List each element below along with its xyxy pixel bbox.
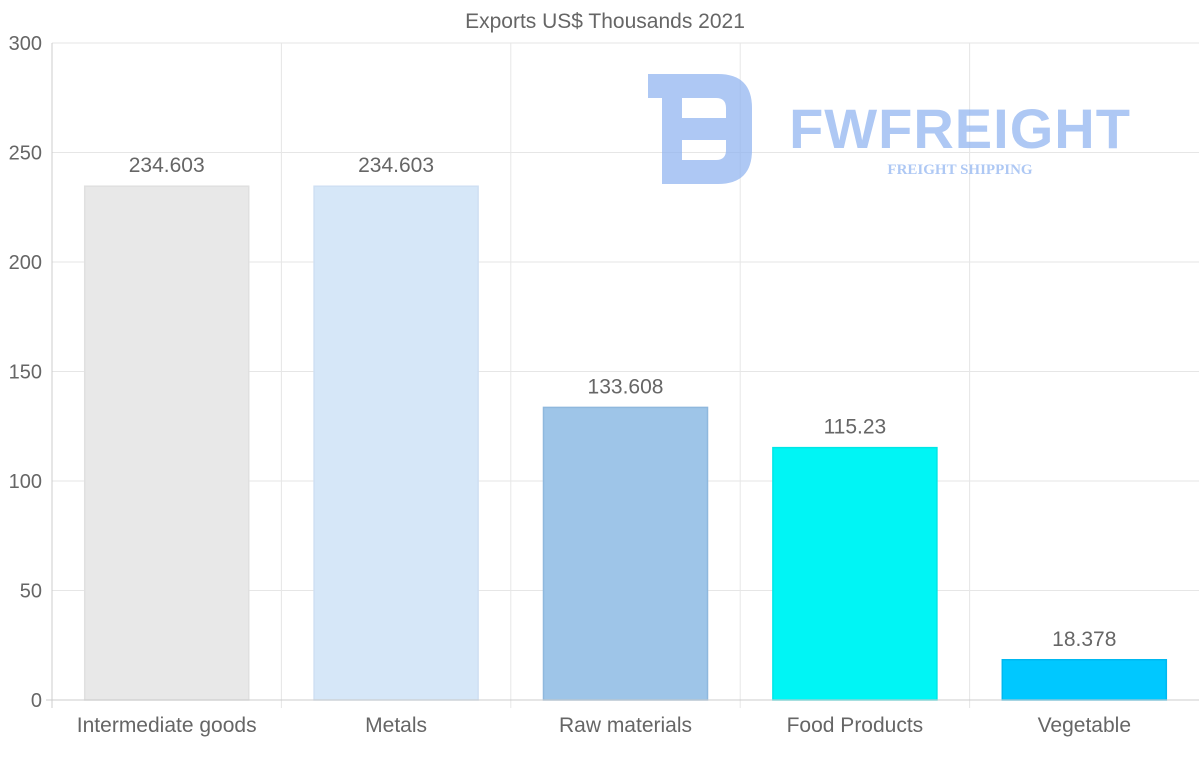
fwfreight-logo-icon	[648, 74, 752, 184]
bar-value-label: 133.608	[588, 375, 664, 398]
y-tick-label: 0	[31, 690, 42, 712]
fwfreight-watermark: FWFREIGHT FREIGHT SHIPPING	[648, 74, 1131, 184]
y-tick-label: 100	[9, 471, 42, 493]
bar-raw-materials[interactable]	[542, 406, 709, 701]
watermark-brand-text: FWFREIGHT	[789, 97, 1131, 160]
y-tick-label: 200	[9, 252, 42, 274]
x-tick-label: Food Products	[787, 714, 924, 737]
y-tick-label: 300	[9, 33, 42, 55]
y-tick-label: 150	[9, 362, 42, 384]
value-labels: 234.603 234.603 133.608 115.23 18.378	[129, 154, 1117, 651]
bar-value-label: 234.603	[358, 154, 434, 177]
y-tick-label: 50	[20, 581, 42, 603]
x-tick-label: Raw materials	[559, 714, 692, 737]
bar-value-label: 115.23	[824, 416, 887, 439]
chart-title: Exports US$ Thousands 2021	[465, 10, 745, 33]
bars	[83, 185, 1168, 701]
x-tick-label: Metals	[365, 714, 427, 737]
bar-value-label: 18.378	[1052, 628, 1116, 651]
bar-metals[interactable]	[313, 185, 479, 701]
bar-intermediate-goods[interactable]	[83, 185, 250, 701]
bar-food-products[interactable]	[772, 446, 938, 701]
watermark-tagline-text: FREIGHT SHIPPING	[887, 162, 1032, 178]
y-tick-label: 250	[9, 143, 42, 165]
bar-value-label: 234.603	[129, 154, 205, 177]
axes: 0 50 100 150 200 250 300 Intermediate goods Meta…	[9, 33, 1199, 737]
bar-vegetable[interactable]	[1001, 659, 1168, 701]
x-tick-label: Vegetable	[1038, 714, 1131, 737]
x-tick-label: Intermediate goods	[77, 714, 257, 737]
